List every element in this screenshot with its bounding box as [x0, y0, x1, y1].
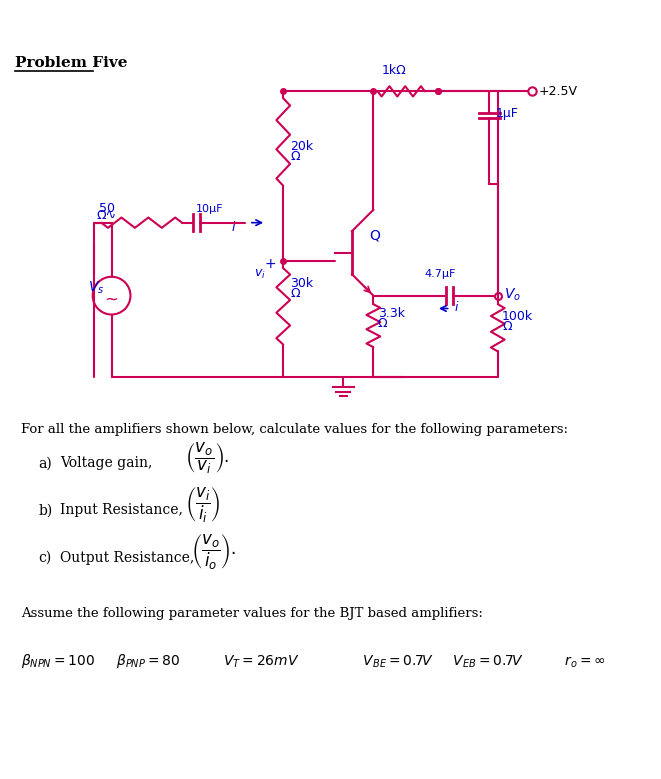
Text: Ω: Ω [290, 150, 299, 163]
Text: Ω: Ω [290, 287, 299, 301]
Text: 10μF: 10μF [196, 204, 223, 214]
Text: i: i [455, 301, 458, 314]
Text: Ω: Ω [502, 320, 512, 333]
Text: 20k: 20k [290, 139, 313, 153]
Text: Problem Five: Problem Five [15, 56, 128, 70]
Text: +2.5V: +2.5V [538, 85, 577, 98]
Text: 1μF: 1μF [496, 107, 519, 120]
Text: For all the amplifiers shown below, calculate values for the following parameter: For all the amplifiers shown below, calc… [21, 423, 568, 436]
Text: Output Resistance,: Output Resistance, [60, 551, 194, 565]
Text: 30k: 30k [290, 277, 313, 290]
Text: c): c) [38, 551, 52, 565]
Text: Ω: Ω [377, 317, 387, 330]
Text: a): a) [38, 456, 52, 471]
Text: 100k: 100k [502, 310, 533, 323]
Text: 4.7μF: 4.7μF [425, 269, 456, 279]
Text: i: i [232, 221, 235, 234]
Text: 1kΩ: 1kΩ [382, 64, 407, 77]
Text: $\left(\dfrac{v_o}{v_i}\right).$: $\left(\dfrac{v_o}{v_i}\right).$ [184, 440, 229, 476]
Text: Ω∿: Ω∿ [96, 210, 116, 222]
Text: $V_s$: $V_s$ [87, 280, 104, 296]
Text: $\left(\dfrac{v_o}{i_o}\right).$: $\left(\dfrac{v_o}{i_o}\right).$ [190, 533, 236, 573]
Text: 50: 50 [98, 203, 115, 215]
Text: Q: Q [369, 229, 380, 243]
Text: b): b) [38, 503, 53, 517]
Text: ~: ~ [104, 290, 118, 308]
Text: $\left(\dfrac{v_i}{i_i}\right)$: $\left(\dfrac{v_i}{i_i}\right)$ [184, 486, 220, 525]
Text: Input Resistance,: Input Resistance, [60, 503, 183, 517]
Text: +: + [264, 257, 276, 271]
Text: Voltage gain,: Voltage gain, [60, 456, 153, 471]
Text: $\beta_{NPN}=100$     $\beta_{PNP}=80$          $V_T=26mV$               $V_{BE}: $\beta_{NPN}=100$ $\beta_{PNP}=80$ $V_T=… [21, 652, 607, 670]
Text: $V_o$: $V_o$ [504, 287, 521, 304]
Text: 3.3k: 3.3k [377, 307, 405, 320]
Text: $v_i$: $v_i$ [254, 268, 266, 281]
Text: Assume the following parameter values for the BJT based amplifiers:: Assume the following parameter values fo… [21, 608, 483, 621]
